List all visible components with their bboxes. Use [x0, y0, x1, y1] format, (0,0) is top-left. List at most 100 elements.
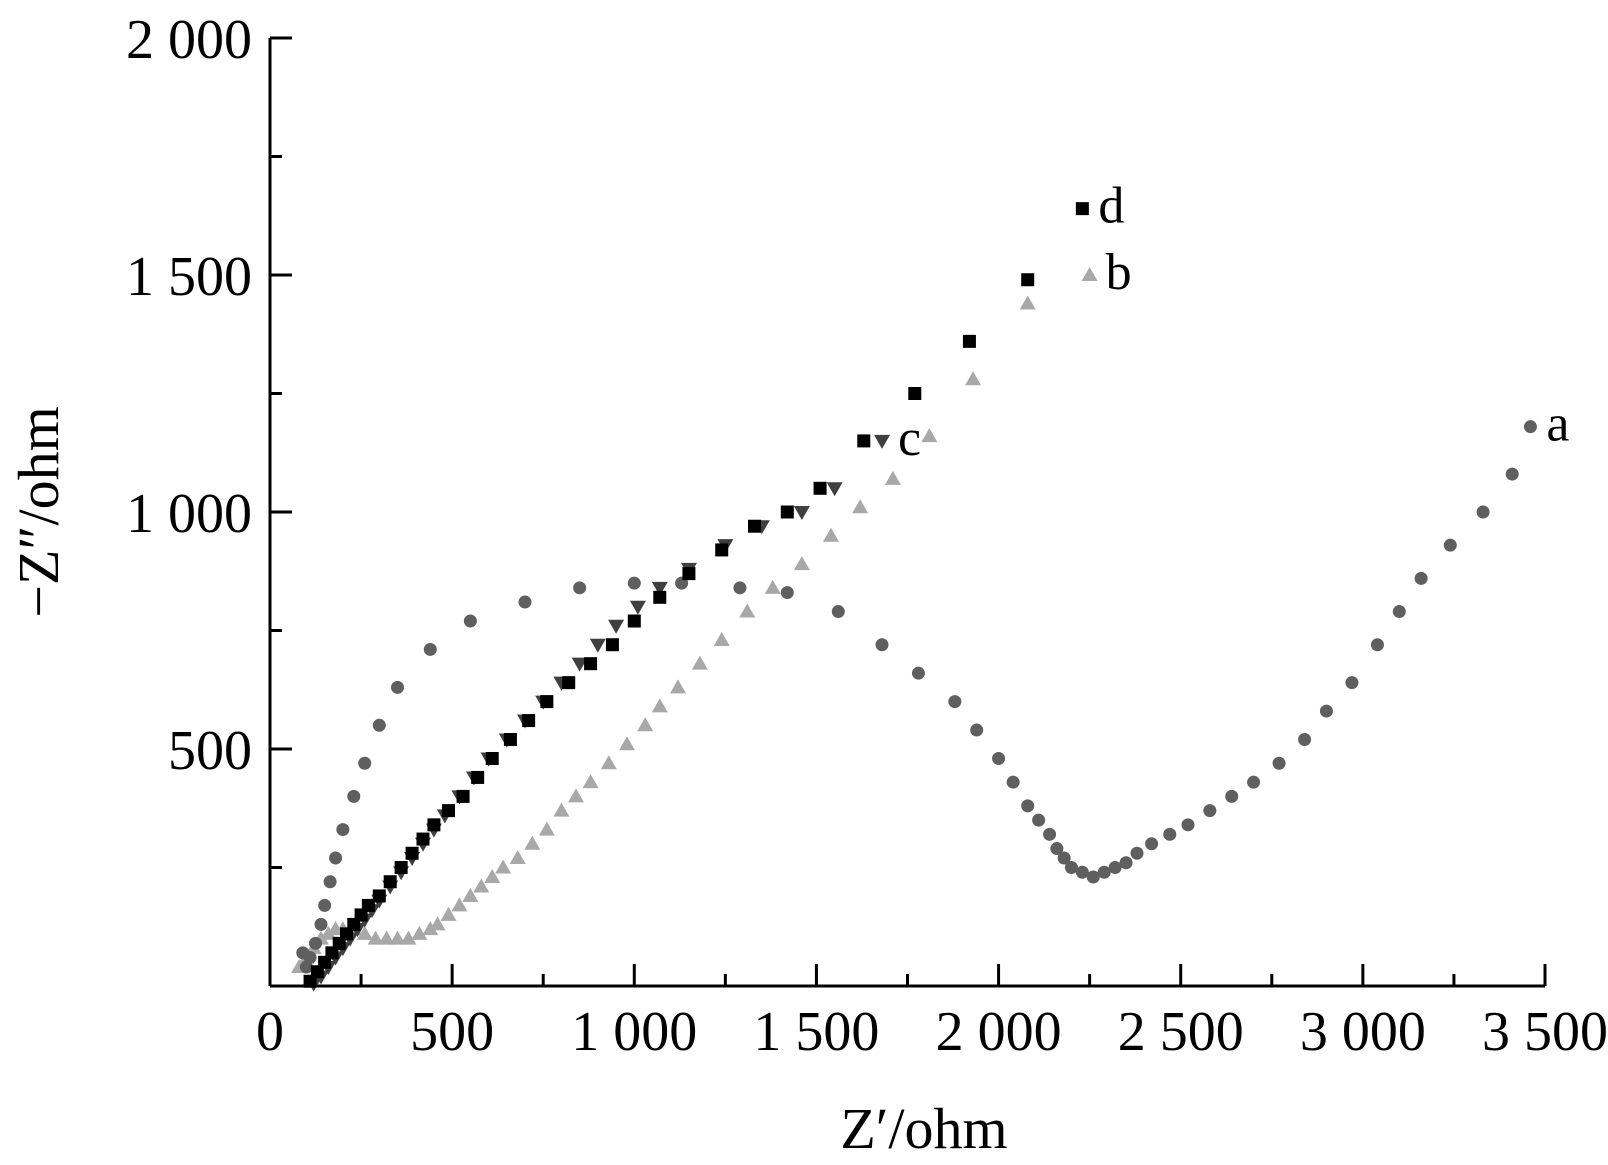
- data-point-a: [1476, 505, 1490, 519]
- data-point-a: [314, 917, 328, 931]
- data-point-a: [518, 595, 532, 609]
- data-point-d: [442, 804, 455, 818]
- data-point-d: [748, 519, 761, 533]
- data-point-c: [571, 657, 588, 672]
- data-point-a: [309, 936, 323, 950]
- data-point-b: [823, 527, 839, 542]
- data-point-a: [1075, 865, 1089, 879]
- data-point-b: [764, 579, 781, 594]
- data-point-d: [1021, 273, 1035, 287]
- data-point-a: [318, 898, 332, 912]
- data-point-b: [713, 631, 730, 646]
- data-point-a: [1021, 799, 1035, 813]
- data-point-d: [584, 657, 598, 671]
- data-point-c: [589, 638, 606, 653]
- data-point-a: [1181, 818, 1195, 832]
- y-tick-label: 1 500: [126, 246, 252, 308]
- data-point-d: [361, 898, 375, 912]
- data-point-b: [1081, 267, 1098, 281]
- series-label-d: d: [1098, 178, 1124, 235]
- data-point-d: [562, 676, 576, 690]
- data-point-a: [336, 823, 350, 837]
- data-point-a: [347, 789, 361, 803]
- data-point-d: [471, 770, 485, 784]
- data-point-a: [573, 581, 587, 595]
- data-point-d: [715, 543, 729, 557]
- data-point-a: [992, 751, 1006, 765]
- data-point-d: [416, 832, 430, 846]
- data-point-c: [874, 434, 890, 449]
- data-point-b: [440, 906, 457, 921]
- data-point-b: [367, 930, 384, 945]
- x-tick-label: 1 500: [753, 1001, 879, 1063]
- data-point-a: [1225, 789, 1239, 803]
- data-point-a: [1163, 827, 1177, 841]
- data-point-b: [1019, 295, 1036, 310]
- data-point-d: [485, 751, 499, 765]
- data-point-b: [320, 925, 337, 940]
- data-point-a: [391, 680, 404, 694]
- data-point-d: [605, 638, 619, 652]
- data-point-a: [372, 718, 386, 732]
- x-ticks: 0 500 1 000 1 500 2 000 2 500 3 000 3 500: [256, 964, 1608, 1063]
- data-point-a: [1108, 861, 1122, 874]
- data-point-d: [653, 590, 667, 604]
- series-label-a: a: [1546, 396, 1569, 453]
- data-point-a: [911, 666, 925, 680]
- data-point-a: [1345, 676, 1359, 690]
- data-point-b: [651, 698, 668, 713]
- data-point-b: [451, 897, 468, 912]
- data-point-b: [462, 887, 479, 902]
- series-c: [305, 434, 890, 992]
- data-point-a: [1057, 851, 1071, 865]
- data-point-b: [739, 603, 756, 618]
- series-b: [291, 267, 1098, 974]
- data-point-b: [793, 556, 810, 571]
- data-point-a: [970, 723, 984, 737]
- data-point-a: [1247, 775, 1261, 789]
- y-axis-title: −Z″/ohm: [6, 406, 71, 618]
- data-point-c: [793, 506, 810, 520]
- data-point-b: [473, 878, 490, 893]
- data-point-b: [356, 925, 373, 940]
- data-point-c: [608, 619, 625, 634]
- y-tick-label: 500: [168, 720, 252, 782]
- data-point-b: [965, 371, 982, 386]
- data-point-b: [553, 802, 570, 817]
- data-point-b: [619, 736, 635, 751]
- data-point-a: [733, 581, 747, 595]
- data-point-b: [691, 655, 708, 670]
- series-a: [296, 420, 1537, 974]
- data-point-d: [456, 789, 470, 803]
- data-point-d: [857, 434, 871, 448]
- data-point-a: [1130, 846, 1144, 860]
- x-tick-label: 500: [410, 1001, 494, 1063]
- data-point-a: [1006, 775, 1020, 789]
- data-point-a: [948, 695, 962, 709]
- data-point-b: [400, 930, 417, 945]
- data-point-b: [637, 717, 654, 732]
- x-tick-label: 2 000: [936, 1001, 1062, 1063]
- data-point-a: [1298, 733, 1312, 747]
- data-point-a: [1050, 842, 1064, 856]
- data-point-a: [1032, 813, 1046, 827]
- data-point-b: [884, 470, 901, 485]
- data-point-b: [600, 755, 617, 770]
- data-point-a: [303, 951, 317, 965]
- data-point-d: [503, 733, 517, 747]
- data-point-a: [1392, 605, 1406, 619]
- data-point-a: [1119, 856, 1133, 870]
- data-point-b: [921, 428, 938, 443]
- data-point-a: [1043, 827, 1057, 841]
- data-point-d: [627, 614, 641, 628]
- data-point-b: [538, 821, 555, 836]
- data-point-b: [509, 850, 526, 865]
- data-point-a: [1414, 571, 1428, 585]
- data-point-a: [1097, 865, 1111, 879]
- data-point-a: [780, 586, 794, 600]
- data-point-d: [813, 481, 827, 495]
- data-point-b: [582, 774, 599, 789]
- data-point-b: [524, 835, 541, 850]
- data-point-a: [463, 614, 477, 628]
